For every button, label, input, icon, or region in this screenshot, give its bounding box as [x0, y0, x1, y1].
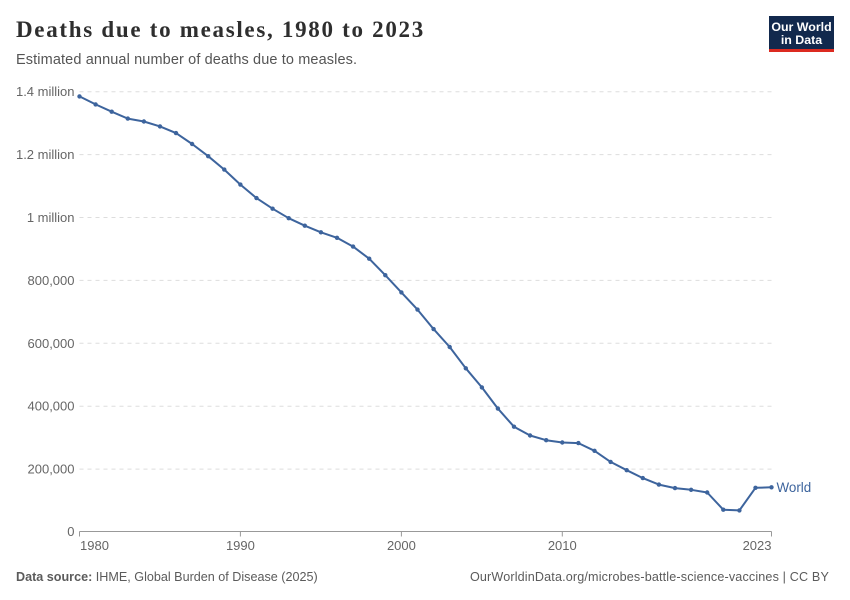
svg-text:2023: 2023 [743, 538, 772, 553]
svg-text:1.2 million: 1.2 million [16, 147, 75, 162]
svg-text:0: 0 [67, 524, 74, 539]
svg-text:400,000: 400,000 [28, 399, 75, 414]
svg-text:2010: 2010 [548, 538, 577, 553]
svg-text:World: World [777, 480, 812, 495]
svg-text:1 million: 1 million [27, 210, 75, 225]
svg-text:1990: 1990 [226, 538, 255, 553]
svg-text:1980: 1980 [80, 538, 109, 553]
svg-text:600,000: 600,000 [28, 336, 75, 351]
svg-text:1.4 million: 1.4 million [16, 84, 75, 99]
svg-text:800,000: 800,000 [28, 273, 75, 288]
svg-text:2000: 2000 [387, 538, 416, 553]
svg-text:200,000: 200,000 [28, 462, 75, 477]
